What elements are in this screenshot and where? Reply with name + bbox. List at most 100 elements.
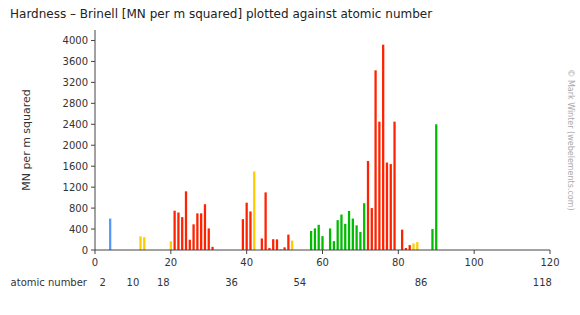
x-tick-label: 0 <box>92 257 98 268</box>
y-tick-label: 2800 <box>63 98 88 109</box>
atomic-number-label: 118 <box>533 277 552 288</box>
bar <box>143 237 145 250</box>
y-tick <box>91 40 95 41</box>
bar <box>374 70 376 250</box>
bar <box>329 228 331 250</box>
bar <box>170 241 172 250</box>
bar <box>352 219 354 250</box>
bar <box>314 228 316 250</box>
bar <box>287 235 289 250</box>
y-tick-label: 2000 <box>63 140 88 151</box>
bars <box>109 45 437 250</box>
bar <box>348 211 350 250</box>
bar <box>386 163 388 250</box>
bar <box>401 230 403 250</box>
bar <box>189 240 191 250</box>
x-tick <box>95 250 96 254</box>
bar <box>181 217 183 250</box>
bar <box>173 211 175 250</box>
x-tick-label: 120 <box>540 257 559 268</box>
x-tick <box>170 250 171 254</box>
atomic-number-label: 86 <box>415 277 428 288</box>
y-tick-label: 1200 <box>63 182 88 193</box>
title: Hardness – Brinell [MN per m squared] pl… <box>10 7 432 21</box>
x-tick <box>398 250 399 254</box>
y-tick-label: 800 <box>69 203 88 214</box>
bar <box>177 212 179 250</box>
y-tick <box>91 229 95 230</box>
x-tick <box>474 250 475 254</box>
bar <box>409 245 411 250</box>
bar <box>192 224 194 250</box>
bar <box>318 225 320 250</box>
bar <box>367 161 369 250</box>
bar <box>139 236 141 250</box>
bar <box>196 213 198 250</box>
y-tick-label: 3200 <box>63 77 88 88</box>
bar <box>321 236 323 250</box>
bar <box>333 241 335 250</box>
atomic-number-label: 54 <box>293 277 306 288</box>
atomic-number-label: 36 <box>225 277 238 288</box>
x-tick <box>246 250 247 254</box>
bar <box>261 238 263 250</box>
y-tick <box>91 250 95 251</box>
x-tick-label: 60 <box>316 257 329 268</box>
bar <box>359 232 361 250</box>
bar <box>363 203 365 250</box>
bar <box>344 224 346 250</box>
bar <box>200 213 202 250</box>
bar <box>378 122 380 250</box>
y-tick <box>91 82 95 83</box>
bar <box>204 204 206 250</box>
watermark: © Mark Winter (webelements.com) <box>566 69 575 210</box>
bar <box>371 208 373 250</box>
bar <box>393 122 395 250</box>
x-tick <box>550 250 551 254</box>
bar <box>272 239 274 250</box>
x-tick-label: 100 <box>465 257 484 268</box>
bar <box>242 219 244 250</box>
bar <box>435 124 437 250</box>
y-tick <box>91 124 95 125</box>
x-axis-label: atomic number <box>11 277 88 288</box>
bar <box>390 164 392 250</box>
x-tick-label: 20 <box>164 257 177 268</box>
bar <box>208 228 210 250</box>
bar <box>276 239 278 250</box>
bar <box>291 241 293 250</box>
bar <box>249 211 251 250</box>
y-tick <box>91 187 95 188</box>
bar <box>382 45 384 250</box>
bar <box>412 243 414 250</box>
bar <box>264 192 266 250</box>
atomic-number-label: 10 <box>127 277 140 288</box>
bar <box>431 229 433 250</box>
bar <box>337 220 339 250</box>
chart: Hardness – Brinell [MN per m squared] pl… <box>0 0 580 315</box>
y-axis-line <box>95 30 96 250</box>
atomic-number-label: 18 <box>157 277 170 288</box>
bar <box>109 219 111 250</box>
y-tick-label: 4000 <box>63 35 88 46</box>
x-tick <box>322 250 323 254</box>
y-tick <box>91 61 95 62</box>
y-tick-label: 0 <box>82 245 88 256</box>
atomic-number-label: 2 <box>99 277 105 288</box>
axes: 0400800120016002000240028003200360040000… <box>63 30 560 268</box>
y-tick-label: 1600 <box>63 161 88 172</box>
y-tick-label: 3600 <box>63 56 88 67</box>
bar <box>246 203 248 250</box>
y-tick <box>91 166 95 167</box>
bar <box>185 191 187 250</box>
bar <box>310 231 312 250</box>
bar <box>416 242 418 250</box>
y-tick <box>91 208 95 209</box>
y-tick <box>91 145 95 146</box>
bar <box>253 171 255 250</box>
y-tick-label: 2400 <box>63 119 88 130</box>
bar <box>355 225 357 250</box>
y-axis-label: MN per m squared <box>20 89 33 191</box>
x-tick-label: 40 <box>240 257 253 268</box>
y-tick <box>91 103 95 104</box>
